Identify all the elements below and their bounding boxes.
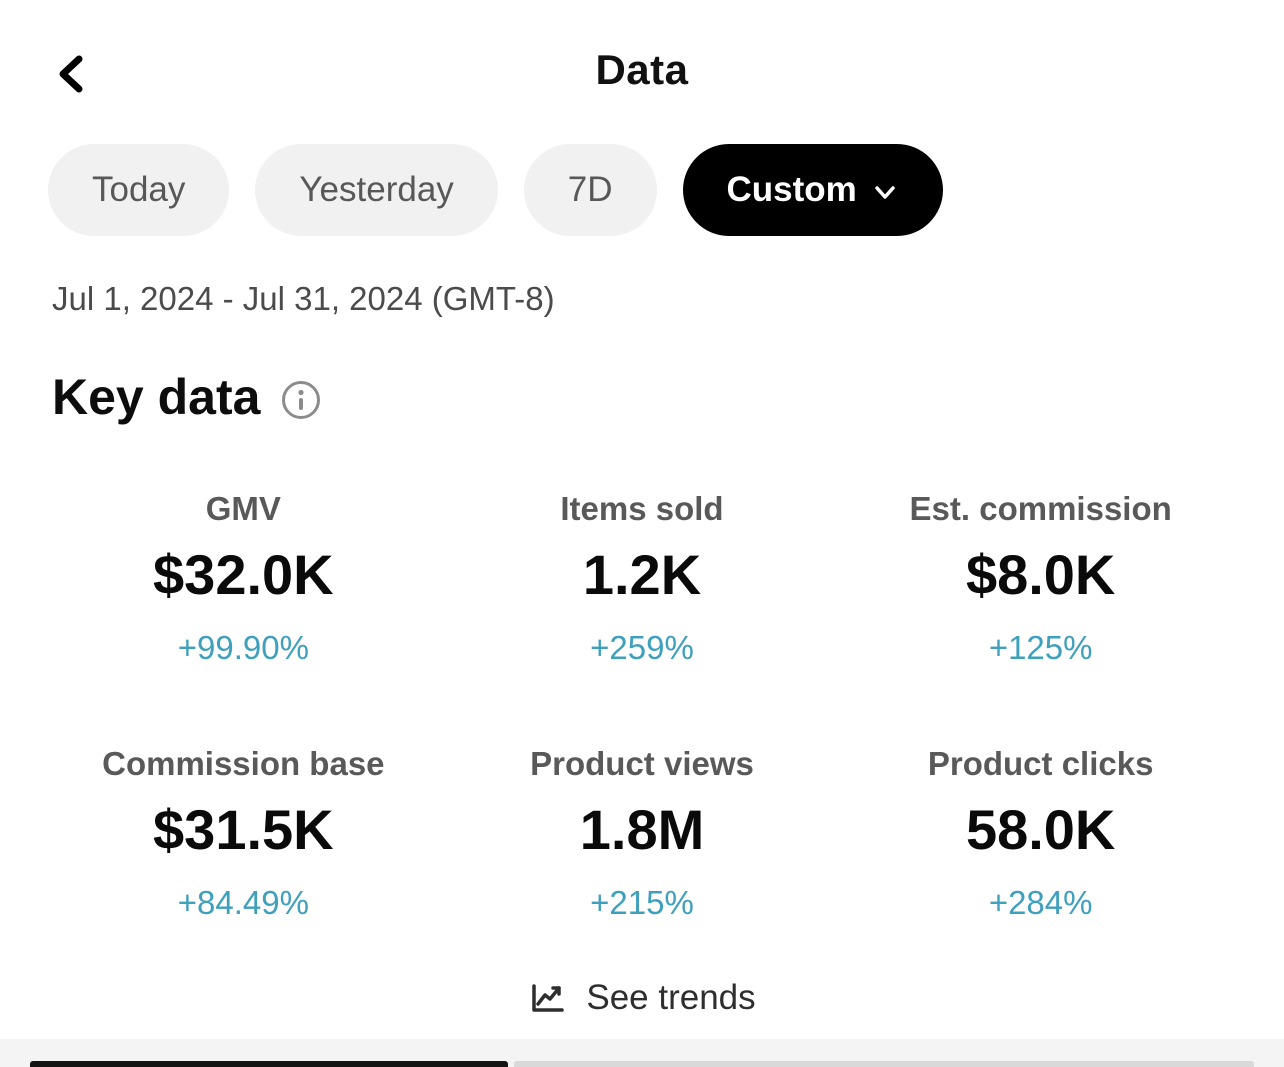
metric-change: +215%	[590, 884, 694, 921]
info-button[interactable]	[280, 379, 322, 421]
metric-value: 1.8M	[579, 798, 705, 861]
metric-commission-base: Commission base $31.5K +84.49%	[44, 745, 443, 922]
filter-7d-label: 7D	[567, 170, 613, 209]
metric-label: Est. commission	[909, 490, 1172, 527]
metric-value: $8.0K	[965, 543, 1116, 606]
see-trends-label: See trends	[586, 978, 756, 1017]
next-section-preview-dark	[30, 1061, 508, 1067]
metric-value: 1.2K	[582, 543, 702, 606]
page-title: Data	[595, 46, 689, 93]
metric-product-views: Product views 1.8M +215%	[443, 745, 842, 922]
metric-change: +284%	[988, 884, 1093, 921]
metric-gmv: GMV $32.0K +99.90%	[44, 490, 443, 667]
metric-change: +125%	[988, 629, 1093, 666]
filter-7d[interactable]: 7D	[523, 144, 657, 236]
metric-value: $31.5K	[153, 798, 334, 861]
next-section-preview-light	[514, 1061, 1254, 1067]
metric-label: Items sold	[560, 490, 724, 527]
chevron-down-icon	[871, 178, 899, 206]
metric-est-commission: Est. commission $8.0K +125%	[841, 490, 1240, 667]
filter-custom-label: Custom	[726, 170, 857, 209]
filter-yesterday-label: Yesterday	[299, 170, 454, 209]
metric-value: $32.0K	[153, 543, 334, 606]
see-trends-button[interactable]: See trends	[528, 978, 756, 1018]
metric-change: +259%	[590, 629, 694, 666]
header: Data	[0, 0, 1284, 110]
key-data-header: Key data	[52, 368, 1284, 426]
date-range-text: Jul 1, 2024 - Jul 31, 2024 (GMT-8)	[52, 280, 555, 317]
key-data-title: Key data	[52, 369, 261, 425]
filter-custom[interactable]: Custom	[682, 144, 943, 236]
metric-label: GMV	[205, 490, 281, 527]
trend-chart-icon	[528, 978, 568, 1018]
filter-yesterday[interactable]: Yesterday	[255, 144, 498, 236]
key-data-grid: GMV $32.0K +99.90% Items sold 1.2K +259%…	[0, 490, 1284, 922]
metric-label: Product clicks	[927, 745, 1154, 782]
metric-change: +84.49%	[177, 884, 309, 921]
date-filter-group: Today Yesterday 7D Custom	[48, 144, 1284, 236]
metric-value: 58.0K	[965, 798, 1116, 861]
see-trends-row: See trends	[0, 978, 1284, 1018]
metric-items-sold: Items sold 1.2K +259%	[443, 490, 842, 667]
metric-label: Commission base	[102, 745, 385, 782]
metric-change: +99.90%	[177, 629, 309, 666]
info-icon	[280, 379, 322, 421]
back-button[interactable]	[50, 52, 94, 96]
metric-product-clicks: Product clicks 58.0K +284%	[841, 745, 1240, 922]
filter-today[interactable]: Today	[48, 144, 230, 236]
metric-label: Product views	[530, 745, 754, 782]
filter-today-label: Today	[92, 170, 186, 209]
chevron-left-icon	[52, 54, 92, 94]
